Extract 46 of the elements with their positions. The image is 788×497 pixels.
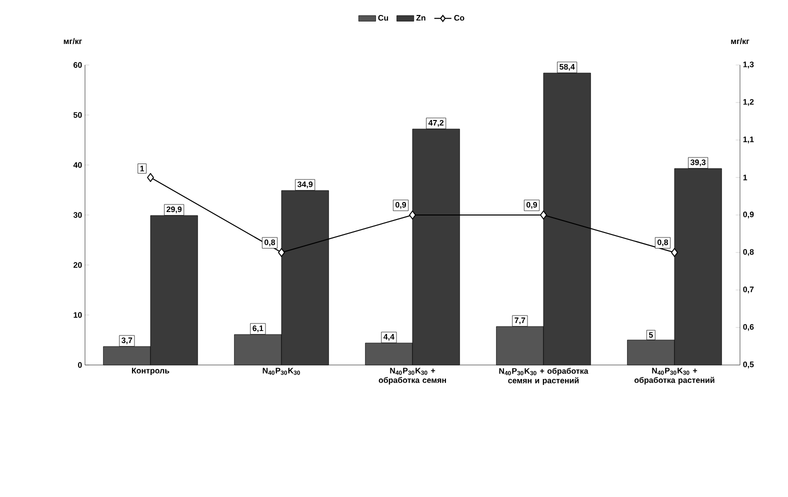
y2-tick-label: 1,1 xyxy=(743,136,754,144)
y-tick-label: 60 xyxy=(74,62,82,68)
y2-tick-label: 1 xyxy=(743,174,748,180)
legend-label: Zn xyxy=(416,15,426,21)
y2-tick-label: 0,5 xyxy=(743,362,754,368)
y2-tick-label: 0,9 xyxy=(743,212,754,218)
point xyxy=(147,172,154,182)
y-tick-label: 20 xyxy=(74,262,82,268)
legend-label: Cu xyxy=(378,15,388,21)
data-label: 39,3 xyxy=(690,159,706,166)
data-label: 0,9 xyxy=(395,202,406,209)
data-label: 3,7 xyxy=(122,337,132,344)
data-label: 29,9 xyxy=(166,206,182,214)
legend-label: Co xyxy=(454,15,464,21)
point xyxy=(540,210,547,220)
y2-tick-label: 0,7 xyxy=(743,286,754,294)
point xyxy=(671,248,678,257)
data-label: 47,2 xyxy=(428,120,444,127)
data-label: 0,8 xyxy=(264,239,276,246)
data-label: 34,9 xyxy=(297,181,313,188)
data-label: 5 xyxy=(648,332,653,338)
y2-axis-title: мг/кг xyxy=(731,38,750,44)
data-label: 7,7 xyxy=(514,318,526,324)
x-tick-label: N$_{40}$P$_{30}$K$_{30}$ + обработка семян и растений xyxy=(499,368,588,385)
x-tick-label: N$_{40}$P$_{30}$K$_{30}$ + обработка семян xyxy=(378,368,446,385)
x-tick-label: N$_{40}$P$_{30}$K$_{30}$ xyxy=(262,368,300,375)
y2-tick-label: 0,6 xyxy=(743,324,754,331)
y-tick-label: 30 xyxy=(73,212,82,218)
y-tick-label: 10 xyxy=(74,312,82,318)
data-label: 0,8 xyxy=(657,239,668,246)
point xyxy=(278,248,286,257)
data-label: 0,9 xyxy=(526,202,538,209)
y-tick-label: 0 xyxy=(78,362,82,368)
y-tick-label: 40 xyxy=(73,162,82,168)
data-label: 4,4 xyxy=(383,334,394,341)
y2-tick-label: 0,8 xyxy=(743,249,754,256)
x-tick-label: N$_{40}$P$_{30}$K$_{30}$ + обработка растений xyxy=(634,368,714,385)
y-axis-title: мг/кг xyxy=(64,38,82,44)
y-tick-label: 50 xyxy=(73,112,82,118)
data-label: 1 xyxy=(140,166,144,172)
data-label: 58,4 xyxy=(560,64,575,71)
y2-tick-label: 1,2 xyxy=(743,99,754,106)
point xyxy=(409,210,416,220)
data-label: 6,1 xyxy=(252,325,264,332)
x-tick-label: Контроль xyxy=(132,368,170,376)
y2-tick-label: 1,3 xyxy=(743,62,754,68)
